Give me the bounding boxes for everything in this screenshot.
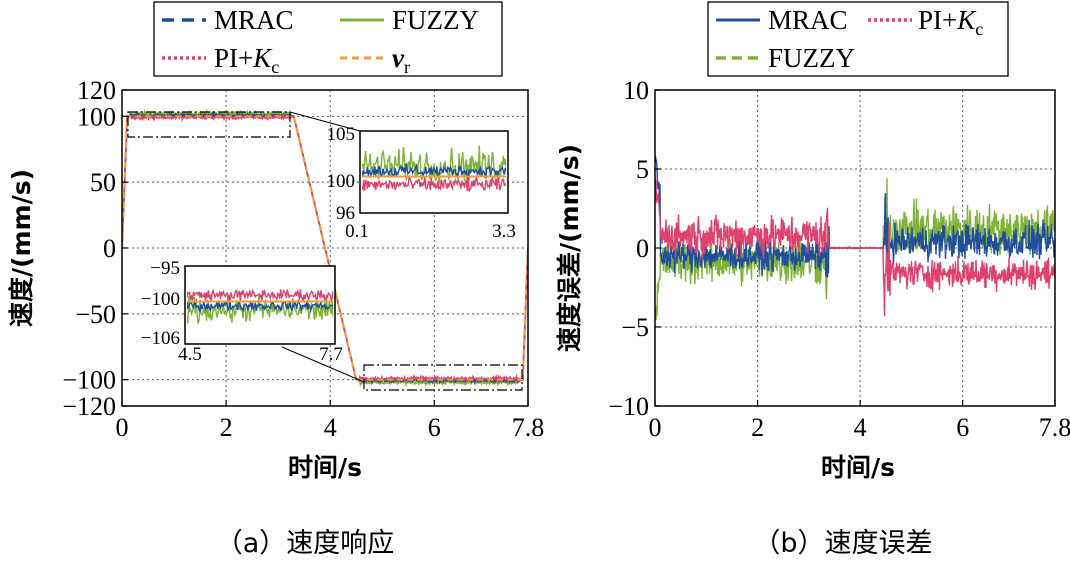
panel-0-xtick-label-1: 2 (220, 413, 233, 442)
inset-lower-xtick-right: 7.7 (319, 344, 343, 365)
panel-b-xlabel: 时间/s (821, 453, 895, 482)
inset-lower-ytick-bottom: −106 (141, 328, 180, 349)
inset-series-fuzzy (362, 145, 506, 185)
panel-b: 0 2 4 6 7.8 10 5 0 −5 −10 时间/s 速度误差/(mm/s) （b）速度误… (555, 1, 1070, 559)
panel-b-caption: （b）速度误差 (753, 528, 932, 559)
panel-1-xtick-label-3: 6 (956, 413, 969, 442)
panel-b-lines (655, 156, 1055, 321)
panel-a-lines (122, 108, 528, 388)
panel-1-xtick-label-1: 2 (751, 413, 764, 442)
panel-0-xtick-label-4: 7.8 (512, 413, 545, 442)
panel-0-ytick-label-0: 120 (77, 76, 116, 105)
panel-1-ytick-label-0: 10 (623, 76, 649, 105)
legend-b-mrac-label: MRAC (768, 5, 848, 35)
inset-series-mrac (362, 163, 506, 181)
panel-a-xlabel: 时间/s (288, 453, 362, 482)
panel-a-caption: （a）速度响应 (216, 528, 395, 559)
inset-upper-ytick-mid: 100 (327, 171, 356, 192)
panel-0-ytick-label-6: −120 (62, 392, 116, 421)
zoom-connector-upper (289, 111, 361, 132)
panel-a-ylabel: 速度/(mm/s) (7, 169, 36, 327)
panel-0-ytick-label-5: −100 (62, 366, 116, 395)
inset-upper-xtick-right: 3.3 (492, 221, 516, 242)
inset-upper-ytick-bottom: 96 (336, 203, 355, 224)
legend-a-pi-label: PI+Kc (214, 43, 279, 77)
inset-lower: −95 −100 −106 4.5 7.7 (141, 258, 343, 365)
legend-a-vr-label: vr (392, 43, 410, 77)
panel-0-xtick-label-2: 4 (324, 413, 337, 442)
panel-1-ytick-label-2: 0 (636, 234, 649, 263)
inset-lower-xtick-left: 4.5 (178, 344, 202, 365)
panel-b-ticks: 0 2 4 6 7.8 10 5 0 −5 −10 (608, 76, 1070, 442)
inset-series-pi-k_c (187, 288, 333, 303)
inset-upper-ytick-top: 105 (327, 124, 356, 145)
legend-a-mrac-label: MRAC (214, 5, 294, 35)
panel-0-ytick-label-4: −50 (75, 300, 116, 329)
panel-b-legend: MRAC PI+Kc FUZZY (707, 1, 1009, 77)
zoom-box-lower (363, 364, 523, 391)
panel-1-ytick-label-3: −5 (621, 313, 649, 342)
panel-0-xtick-label-0: 0 (116, 413, 129, 442)
panel-0-ytick-label-3: 0 (103, 234, 116, 263)
panel-a-legend: MRAC FUZZY PI+Kc vr (153, 1, 503, 77)
inset-upper: 105 100 96 0.1 3.3 (327, 124, 516, 242)
inset-series-fuzzy (187, 294, 333, 324)
legend-a-fuzzy-label: FUZZY (392, 5, 479, 35)
panel-0-ytick-label-1: 100 (77, 102, 116, 131)
legend-b-pi-label: PI+Kc (918, 5, 983, 39)
panel-1-ytick-label-1: 5 (636, 155, 649, 184)
inset-lower-ytick-top: −95 (150, 258, 180, 279)
inset-series-pi-k_c (362, 174, 506, 192)
panel-1-xtick-label-0: 0 (649, 413, 662, 442)
zoom-connector-lower (281, 346, 365, 383)
zoom-box-upper (127, 111, 291, 138)
inset-lower-ytick-mid: −100 (141, 289, 180, 310)
panel-1-ytick-label-4: −10 (608, 392, 649, 421)
panel-a-series-v_r (122, 115, 528, 381)
panel-b-ylabel: 速度误差/(mm/s) (555, 144, 584, 352)
panel-1-xtick-label-4: 7.8 (1039, 413, 1070, 442)
inset-upper-xtick-left: 0.1 (345, 221, 369, 242)
legend-b-fuzzy-label: FUZZY (768, 43, 855, 73)
panel-0-xtick-label-3: 6 (428, 413, 441, 442)
inset-series-mrac (187, 299, 333, 314)
panel-1-xtick-label-2: 4 (854, 413, 867, 442)
panel-b-series-pi-k_c (655, 176, 1055, 316)
panel-0-ytick-label-2: 50 (90, 168, 116, 197)
